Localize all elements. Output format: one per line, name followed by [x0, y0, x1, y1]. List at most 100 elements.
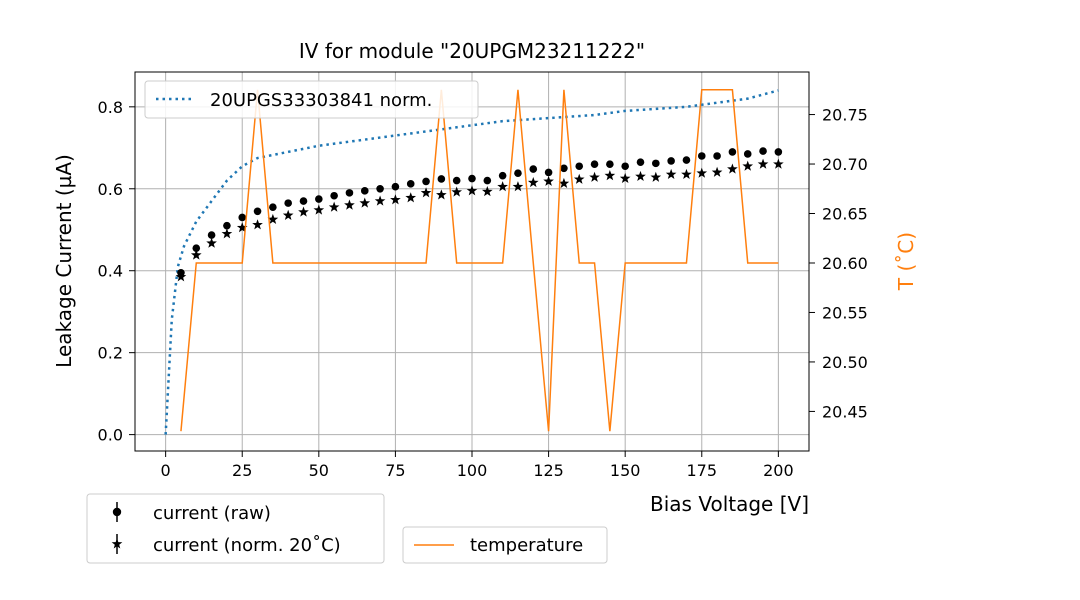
- legend-box: [144, 80, 479, 119]
- raw-current-point: [514, 169, 522, 178]
- normalized-current-point: [619, 172, 631, 184]
- raw-current-point: [253, 207, 262, 216]
- normalized-current-point: [558, 177, 570, 188]
- raw-current-point: [269, 203, 277, 212]
- x-tick-label: 200: [763, 461, 794, 480]
- raw-current-point: [376, 184, 384, 193]
- temperature-line: [180, 89, 779, 432]
- raw-current-point: [606, 160, 614, 168]
- y2-tick-label: 20.60: [822, 254, 868, 273]
- x-tick-label: 25: [232, 461, 252, 480]
- normalized-current-point: [543, 175, 554, 186]
- normalized-current-point: [374, 195, 386, 206]
- raw-current-point: [498, 171, 507, 180]
- normalized-current-point: [665, 168, 677, 179]
- y-tick-label: 0.6: [98, 180, 123, 199]
- raw-current-point: [192, 244, 201, 252]
- raw-current-point: [223, 221, 231, 230]
- raw-current-point: [636, 158, 645, 166]
- x-tick-label: 75: [385, 461, 405, 480]
- raw-current-point: [437, 175, 446, 183]
- raw-current-point: [468, 174, 476, 183]
- normalized-current-point: [604, 170, 616, 181]
- series-layer: [164, 89, 784, 435]
- legend-label-raw: current (raw): [153, 503, 271, 524]
- legend-star-marker: [111, 538, 123, 549]
- normalized-current-point: [236, 222, 248, 233]
- x-tick-label: 0: [161, 461, 171, 480]
- y2-tick-label: 20.75: [822, 106, 868, 125]
- normalized-current-point: [635, 170, 646, 182]
- normalized-current-point: [190, 249, 202, 260]
- y2-tick-label: 20.45: [822, 402, 868, 421]
- raw-current-point: [728, 148, 737, 156]
- normalized-current-point: [497, 181, 508, 192]
- raw-current-point: [406, 180, 415, 188]
- raw-current-point: [774, 148, 783, 156]
- raw-current-point: [713, 152, 721, 160]
- normalized-current-point: [451, 186, 463, 197]
- normalized-current-point: [282, 209, 294, 220]
- raw-current-point: [560, 164, 568, 173]
- legend-circle-marker: [112, 507, 122, 517]
- normalized-current-point: [589, 171, 600, 182]
- normalized-current-point: [175, 271, 187, 282]
- y2-tick-label: 20.50: [822, 353, 868, 372]
- x-tick-label: 50: [309, 461, 329, 480]
- legend-temperature: temperature: [402, 526, 608, 564]
- y2-tick-label: 20.55: [822, 303, 868, 322]
- legend-reference: 20UPGS33303841 norm.: [144, 80, 479, 119]
- raw-current-point: [360, 187, 369, 195]
- normalized-current-point: [405, 192, 417, 203]
- normalized-current-point: [344, 199, 355, 210]
- normalized-current-point: [252, 219, 263, 230]
- normalized-current-point: [221, 228, 233, 239]
- grid: [135, 72, 809, 451]
- normalized-current-point: [298, 206, 309, 217]
- x-tick-label: 125: [533, 461, 564, 480]
- y2-axis-label: T (˚C): [894, 232, 918, 291]
- raw-current-point: [759, 147, 767, 155]
- raw-current-point: [238, 213, 247, 222]
- raw-current-point: [483, 176, 492, 185]
- x-tick-label: 175: [686, 461, 717, 480]
- reference-dotted-line: [164, 89, 779, 435]
- normalized-current-point: [420, 187, 432, 198]
- legend-current: current (raw) current (norm. 20˚C): [86, 493, 385, 564]
- chart-title: IV for module "20UPGM23211222": [299, 39, 645, 63]
- x-axis-label: Bias Voltage [V]: [650, 492, 809, 516]
- legend-label-temperature: temperature: [470, 535, 583, 556]
- normalized-current-point: [313, 204, 325, 215]
- normalized-current-point: [773, 158, 784, 169]
- y-tick-label: 0.8: [98, 98, 123, 117]
- normalized-current-point: [267, 213, 279, 225]
- y-axis-label: Leakage Current (µA): [52, 154, 76, 368]
- legend-label-reference: 20UPGS33303841 norm.: [210, 90, 432, 111]
- normalized-current-point: [681, 168, 692, 179]
- y-tick-label: 0.4: [98, 262, 123, 281]
- normalized-current-point: [573, 173, 585, 184]
- axis-ticks: 0 25 50 75 100 125 150 175 200 0.0 0.2 0.4 0.6 0.8 20.…: [98, 98, 868, 480]
- normalized-current-point: [206, 237, 217, 248]
- normalized-current-point: [727, 163, 738, 174]
- raw-current-point: [529, 165, 538, 173]
- raw-current-point: [652, 159, 660, 168]
- raw-current-point: [315, 195, 323, 203]
- normalized-current-point: [650, 171, 662, 182]
- normalized-current-point: [436, 189, 447, 200]
- normalized-current-point: [359, 197, 371, 208]
- raw-current-point: [743, 150, 752, 158]
- x-tick-label: 150: [610, 461, 641, 480]
- raw-current-point: [391, 182, 400, 191]
- y2-tick-label: 20.70: [822, 155, 868, 174]
- raw-current-point: [299, 197, 308, 205]
- legend-label-normalized: current (norm. 20˚C): [153, 535, 341, 556]
- raw-current-point: [544, 168, 553, 177]
- raw-current-point: [575, 162, 584, 171]
- normalized-current-point: [527, 177, 539, 188]
- normalized-current-point: [696, 167, 708, 178]
- raw-current-point: [452, 176, 461, 185]
- normalized-current-point: [390, 194, 401, 205]
- raw-current-point: [667, 157, 675, 165]
